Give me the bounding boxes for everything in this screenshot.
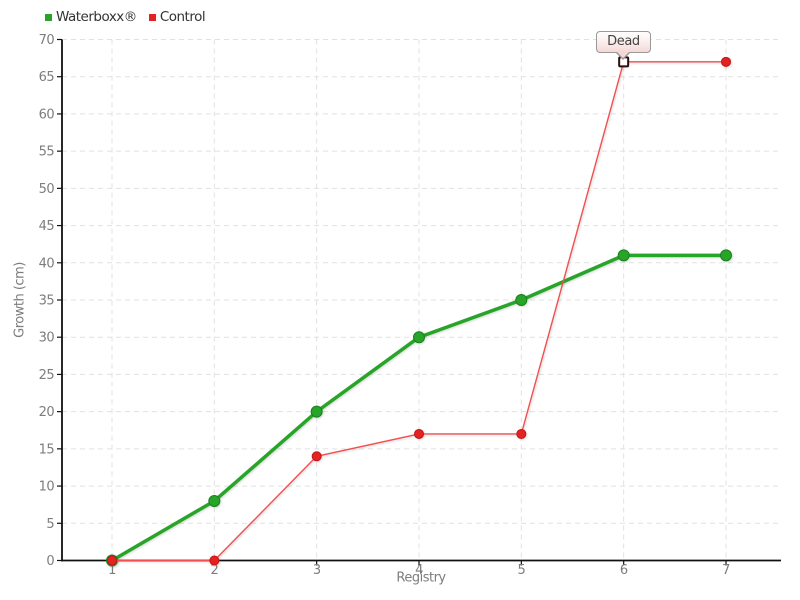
- annotation-tooltip: Dead: [596, 30, 651, 60]
- y-tick-label: 0: [46, 554, 54, 569]
- data-point: [721, 56, 731, 67]
- x-tick-label: 3: [313, 563, 321, 578]
- x-axis-title: Registry: [396, 570, 446, 586]
- x-tick-label: 6: [620, 563, 628, 578]
- legend-item-waterboxx: Waterboxx®: [45, 9, 137, 25]
- gridlines: [62, 39, 781, 561]
- y-tick-label: 60: [39, 107, 55, 122]
- legend-swatch-control: [148, 13, 156, 21]
- x-tick-label: 2: [210, 563, 218, 578]
- y-tick-label: 5: [46, 517, 54, 532]
- data-point: [209, 555, 220, 566]
- legend-swatch-waterboxx: [45, 13, 52, 21]
- data-point: [107, 555, 117, 566]
- annotation-tooltip-text: Dead: [607, 33, 640, 49]
- y-tick-label: 10: [39, 480, 55, 495]
- data-point: [413, 331, 425, 344]
- legend-label: Waterboxx®: [56, 9, 137, 25]
- data-point: [516, 428, 527, 439]
- y-tick-label: 25: [39, 368, 55, 383]
- y-tick-label: 45: [39, 219, 55, 234]
- y-tick-label: 35: [39, 294, 55, 309]
- data-point: [208, 494, 221, 507]
- data-point: [311, 451, 322, 462]
- y-axis-title: Growth (cm): [12, 262, 28, 338]
- data-point: [515, 294, 528, 306]
- y-tick-label: 30: [39, 331, 55, 346]
- y-tick-label: 20: [39, 405, 55, 420]
- data-point: [617, 249, 630, 262]
- data-point: [414, 428, 424, 439]
- data-point: [720, 249, 732, 262]
- x-tick-label: 1: [108, 563, 116, 578]
- x-tick-label: 5: [517, 563, 525, 578]
- legend-item-control: Control: [148, 9, 206, 25]
- x-tick-label: 7: [722, 563, 730, 578]
- y-tick-label: 15: [39, 442, 55, 457]
- y-tick-label: 65: [39, 70, 55, 85]
- y-tick-label: 40: [39, 256, 55, 271]
- data-point: [310, 405, 323, 418]
- legend-label: Control: [159, 9, 206, 25]
- y-tick-label: 70: [39, 33, 55, 48]
- x-tick-label: 4: [415, 563, 423, 578]
- legend: Waterboxx® Control: [45, 9, 206, 25]
- y-tick-label: 55: [39, 145, 55, 160]
- y-tick-label: 50: [39, 182, 55, 197]
